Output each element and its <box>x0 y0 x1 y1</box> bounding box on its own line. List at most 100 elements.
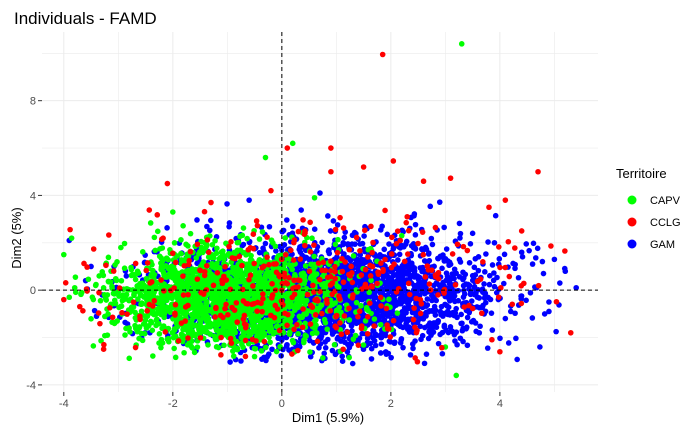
point-gam <box>263 357 269 364</box>
point-capv <box>346 317 353 323</box>
point-capv <box>122 296 129 302</box>
point-cclg <box>367 273 374 279</box>
point-cclg <box>357 248 363 254</box>
point-gam <box>573 284 579 291</box>
points-layer <box>61 41 579 379</box>
point-cclg <box>315 260 322 266</box>
point-cclg <box>239 286 246 293</box>
point-cclg <box>364 314 371 320</box>
point-gam <box>298 207 304 213</box>
point-cclg <box>197 335 204 341</box>
point-capv <box>266 270 272 276</box>
point-cclg <box>254 308 260 314</box>
point-gam <box>378 334 385 341</box>
legend-key-gam <box>627 239 637 249</box>
point-cclg <box>161 288 167 294</box>
point-capv <box>72 289 79 296</box>
point-cclg <box>401 258 408 265</box>
point-gam <box>344 284 350 290</box>
point-capv <box>142 288 149 294</box>
point-cclg <box>432 224 439 231</box>
point-cclg <box>332 268 338 275</box>
point-cclg <box>332 226 339 233</box>
point-capv <box>223 332 230 338</box>
point-cclg <box>291 326 297 333</box>
point-capv <box>171 326 178 333</box>
point-capv <box>346 354 353 361</box>
point-gam <box>458 311 465 318</box>
point-cclg <box>548 243 554 249</box>
point-gam <box>492 212 499 219</box>
point-gam <box>383 351 390 357</box>
point-cclg <box>489 336 495 343</box>
point-cclg <box>333 312 340 319</box>
point-gam <box>451 266 458 273</box>
point-capv <box>281 260 288 266</box>
point-cclg <box>382 256 388 263</box>
point-cclg <box>300 306 306 312</box>
point-capv <box>66 294 73 301</box>
point-cclg <box>144 308 151 314</box>
point-gam <box>483 251 489 257</box>
point-capv <box>179 334 185 341</box>
point-cclg <box>285 311 291 318</box>
point-cclg <box>417 310 424 317</box>
point-capv <box>169 263 176 270</box>
point-gam <box>481 281 487 287</box>
point-cclg <box>404 213 411 220</box>
point-cclg <box>185 261 192 268</box>
point-capv <box>324 326 330 332</box>
point-cclg <box>201 208 208 215</box>
point-capv <box>221 342 227 349</box>
point-cclg <box>349 270 355 276</box>
point-capv <box>236 278 242 285</box>
point-gam <box>281 242 288 248</box>
point-capv <box>61 251 67 258</box>
point-gam <box>332 351 339 358</box>
point-gam <box>380 309 386 315</box>
point-cclg <box>497 264 503 271</box>
point-capv <box>137 284 143 290</box>
point-gam <box>551 256 558 263</box>
point-capv <box>271 274 277 280</box>
point-gam <box>410 345 416 352</box>
point-capv <box>102 313 108 320</box>
point-gam <box>485 239 491 245</box>
point-capv <box>273 323 280 330</box>
point-capv <box>239 272 246 278</box>
point-cclg <box>147 280 153 286</box>
point-cclg <box>382 207 388 214</box>
point-gam <box>371 291 377 298</box>
point-cclg <box>180 292 187 298</box>
y-axis-title: Dim2 (5%) <box>9 207 24 268</box>
point-gam <box>284 217 290 223</box>
point-capv <box>200 311 207 318</box>
point-capv <box>139 249 146 255</box>
point-gam <box>537 344 543 350</box>
y-tick-label: -4 <box>26 380 36 392</box>
point-gam <box>359 240 366 247</box>
point-capv <box>394 310 401 316</box>
plot-panel <box>42 32 598 392</box>
point-gam <box>411 265 418 271</box>
point-gam <box>416 274 423 281</box>
point-gam <box>475 254 482 260</box>
point-gam <box>386 241 392 247</box>
point-gam <box>413 284 420 290</box>
point-gam <box>431 282 437 289</box>
point-cclg <box>261 338 268 345</box>
point-cclg <box>486 204 492 211</box>
legend-key-cclg <box>627 217 637 227</box>
point-capv <box>107 279 114 285</box>
point-capv <box>247 306 253 313</box>
point-cclg <box>337 296 343 302</box>
point-gam <box>318 333 325 339</box>
point-cclg <box>317 288 323 295</box>
point-cclg <box>227 335 234 342</box>
point-capv <box>266 334 272 341</box>
point-cclg <box>496 244 502 250</box>
point-capv <box>264 283 271 290</box>
point-capv <box>147 220 154 226</box>
point-cclg <box>340 225 347 231</box>
point-cclg <box>137 313 143 320</box>
